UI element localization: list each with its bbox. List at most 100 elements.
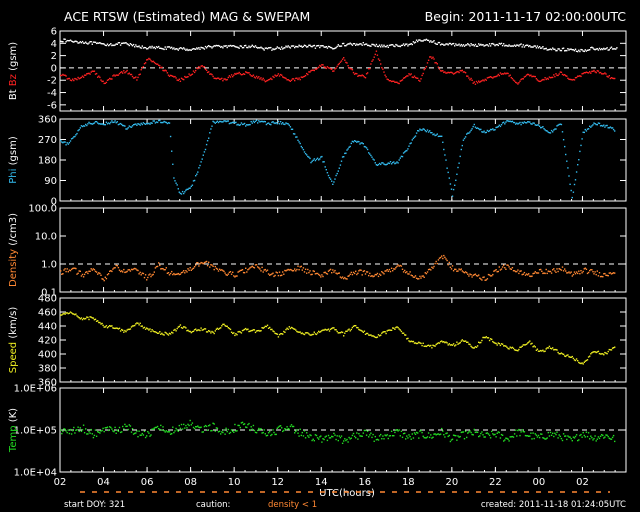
phi-point [582, 131, 584, 133]
speed-point [370, 334, 372, 336]
temp-point [577, 439, 579, 442]
temp-point [80, 430, 83, 432]
phi-point [78, 129, 80, 131]
speed-point [287, 328, 289, 330]
phi-point [279, 121, 282, 123]
mag-point [553, 74, 555, 76]
mag-point [333, 70, 335, 72]
mag-point [119, 44, 122, 46]
phi-point [173, 177, 175, 179]
mag-point [140, 47, 142, 49]
density-point [488, 274, 491, 276]
speed-point [341, 331, 344, 334]
phi-point [558, 123, 560, 126]
phi-point [281, 123, 283, 125]
mag-point [173, 76, 175, 78]
mag-point [68, 77, 71, 80]
density-point [126, 270, 128, 273]
mag-point [167, 46, 170, 48]
mag-point [556, 49, 558, 52]
density-point [93, 269, 96, 271]
mag-point [125, 71, 127, 73]
temp-point [488, 434, 491, 437]
temp-point [496, 432, 498, 434]
speed-point [72, 313, 74, 315]
mag-point [404, 44, 406, 47]
density-point [592, 271, 594, 273]
speed-point [426, 344, 429, 347]
density-point [482, 276, 484, 279]
phi-point [596, 124, 598, 126]
phi-point [199, 164, 201, 167]
mag-point [376, 45, 379, 48]
speed-point [457, 343, 459, 345]
mag-point [151, 61, 153, 63]
temp-point [591, 437, 593, 439]
temp-point [249, 429, 251, 432]
phi-point [461, 144, 463, 147]
mag-point [155, 46, 158, 48]
phi-point [397, 162, 399, 164]
speed-point [604, 351, 606, 354]
mag-point [242, 46, 245, 49]
temp-point [100, 430, 102, 432]
density-point [389, 270, 392, 273]
mag-point [522, 44, 524, 46]
phi-point [491, 128, 493, 131]
phi-point [468, 132, 470, 134]
mag-point [217, 77, 220, 79]
density-point [479, 277, 481, 279]
speed-point [236, 334, 238, 336]
speed-point [83, 318, 86, 320]
mag-point [81, 40, 84, 43]
temp-point [290, 424, 293, 426]
speed-point [584, 360, 586, 362]
density-point [424, 272, 426, 274]
speed-point [432, 344, 434, 346]
speed-point [323, 329, 325, 331]
phi-point [435, 134, 437, 136]
temp-point [70, 433, 73, 435]
phi-point [419, 128, 421, 130]
phi-point [442, 141, 444, 143]
speed-y-axis-label-part: (km/s) [8, 307, 19, 342]
temp-point [246, 426, 248, 429]
temp-point [334, 434, 336, 436]
speed-point [463, 340, 466, 342]
phi-point [386, 163, 388, 165]
mag-point [216, 77, 219, 79]
mag-point [450, 71, 453, 74]
density-point [611, 272, 614, 275]
speed-point [102, 324, 104, 327]
density-point [260, 270, 262, 272]
speed-point [223, 323, 225, 325]
speed-y-axis-label: Speed (km/s) [8, 307, 19, 374]
phi-point [310, 161, 312, 164]
phi-point [473, 123, 475, 126]
speed-point [585, 359, 588, 362]
speed-point [117, 328, 120, 330]
density-point [384, 270, 386, 272]
temp-point [609, 438, 612, 440]
temp-point [274, 433, 276, 436]
density-point [75, 267, 77, 270]
mag-point [211, 73, 213, 76]
temp-point [136, 430, 138, 432]
temp-point [571, 440, 573, 442]
mag-point [303, 75, 306, 78]
density-point [100, 274, 102, 276]
phi-point [320, 156, 322, 158]
speed-point [611, 347, 614, 349]
temp-point [602, 434, 604, 437]
mag-point [122, 42, 124, 44]
mag-point [384, 74, 386, 76]
mag-point [262, 77, 264, 80]
temp-point [163, 430, 165, 432]
speed-point [508, 348, 510, 350]
density-point [568, 271, 570, 273]
speed-point [381, 332, 383, 334]
mag-point [322, 45, 324, 47]
mag-point [344, 45, 346, 47]
density-point [480, 278, 482, 280]
mag-point [181, 48, 184, 50]
